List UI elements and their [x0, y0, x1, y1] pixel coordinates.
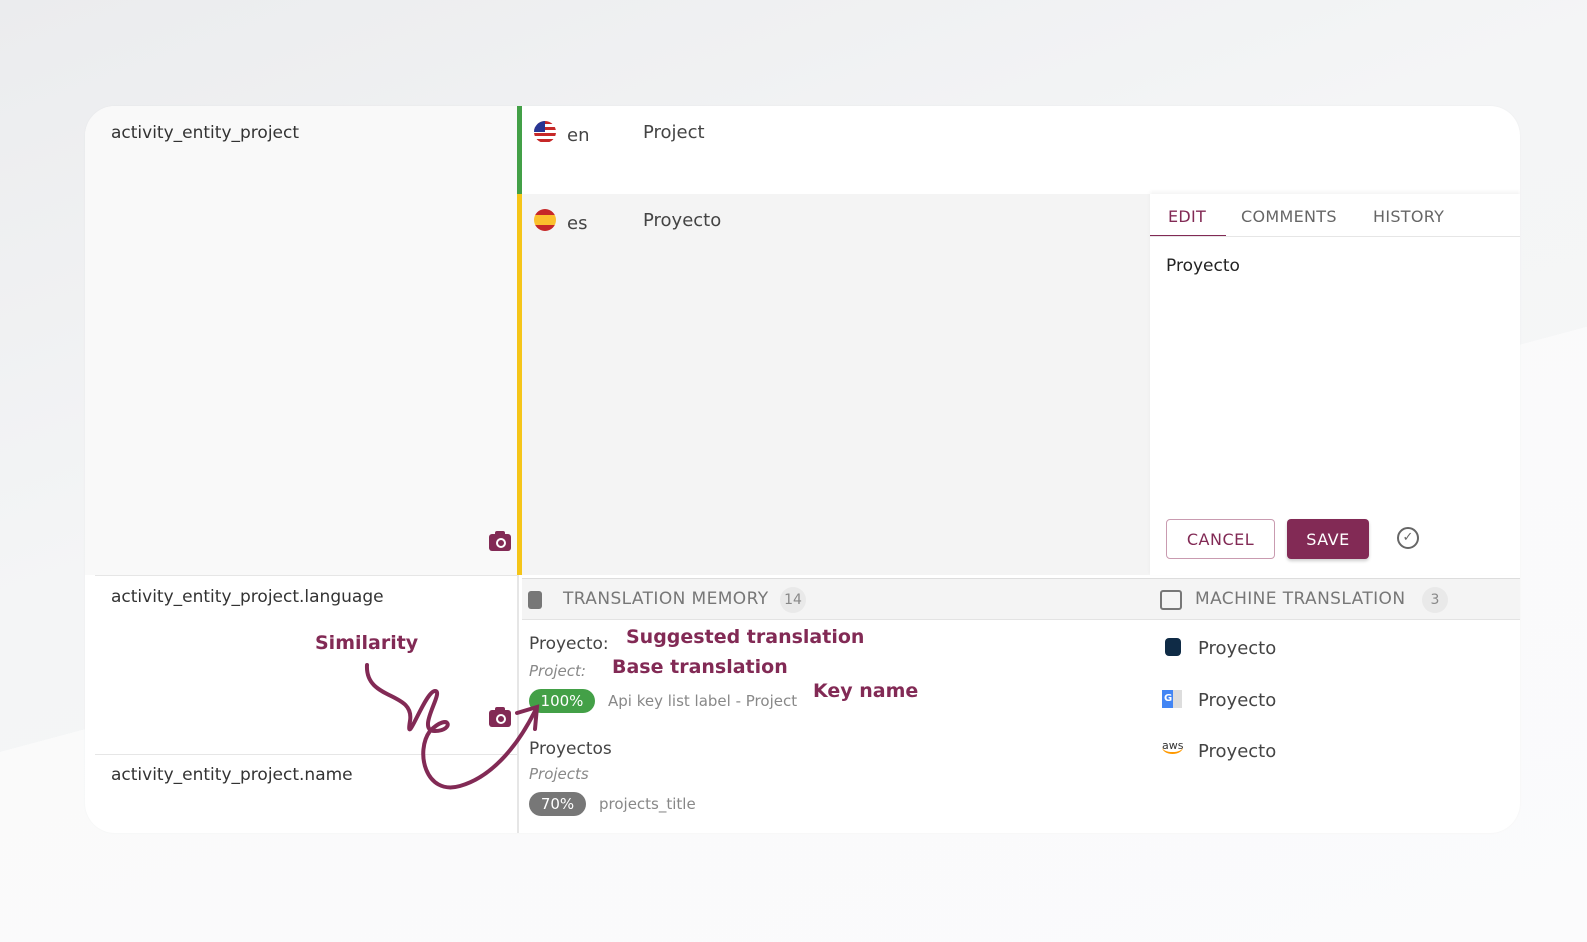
tab-comments[interactable]: COMMENTS	[1241, 207, 1337, 226]
mt-suggestion[interactable]: Proyecto	[1198, 741, 1277, 762]
annotation-base: Base translation	[612, 656, 788, 678]
editor-panel: EDIT COMMENTS HISTORY Proyecto CANCEL SA…	[1150, 194, 1520, 575]
key-name[interactable]: activity_entity_project.language	[111, 587, 384, 607]
tm-title: TRANSLATION MEMORY	[563, 589, 769, 609]
screenshot-camera-icon[interactable]	[489, 707, 511, 727]
tm-key-name: Api key list label - Project	[608, 692, 798, 710]
row-divider	[95, 575, 517, 576]
row-divider	[95, 754, 517, 755]
us-flag-icon	[534, 121, 556, 143]
tm-left-edge	[517, 575, 519, 833]
screenshot-camera-icon[interactable]	[489, 531, 511, 551]
tabs-divider	[1150, 236, 1520, 237]
tab-edit[interactable]: EDIT	[1168, 207, 1207, 226]
mt-suggestion[interactable]: Proyecto	[1198, 638, 1277, 659]
mt-title: MACHINE TRANSLATION	[1195, 589, 1406, 609]
annotation-key: Key name	[813, 680, 919, 702]
mt-count: 3	[1422, 587, 1448, 613]
translation-editor-input[interactable]: Proyecto	[1166, 256, 1240, 276]
similarity-badge: 100%	[529, 689, 595, 713]
tm-suggested[interactable]: Proyectos	[529, 739, 612, 759]
tm-key-name: projects_title	[599, 795, 696, 813]
tm-base: Project:	[529, 662, 586, 680]
deepl-icon	[1165, 638, 1181, 656]
aws-icon: aws	[1162, 739, 1184, 754]
es-flag-icon	[534, 209, 556, 231]
base-text: Project	[643, 122, 705, 143]
target-language-row[interactable]: es Proyecto	[517, 194, 1150, 575]
tm-base: Projects	[529, 765, 589, 783]
tm-count: 14	[780, 587, 806, 613]
save-button[interactable]: SAVE	[1287, 519, 1369, 559]
annotation-arrow	[364, 663, 540, 790]
annotation-suggested: Suggested translation	[626, 626, 865, 648]
key-name[interactable]: activity_entity_project	[111, 123, 300, 143]
cancel-button[interactable]: CANCEL	[1166, 519, 1275, 559]
panel-header-bar	[522, 578, 1520, 620]
mt-suggestion[interactable]: Proyecto	[1198, 690, 1277, 711]
language-code: en	[567, 125, 590, 146]
translation-memory-icon	[528, 591, 542, 609]
translation-card: activity_entity_project activity_entity_…	[85, 106, 1520, 833]
google-translate-icon: G	[1162, 690, 1182, 708]
annotation-similarity: Similarity	[315, 632, 419, 654]
key-column-top	[85, 106, 517, 575]
similarity-badge: 70%	[529, 792, 586, 816]
base-language-row[interactable]: en Project	[517, 106, 1520, 194]
machine-translation-icon	[1160, 590, 1182, 610]
tm-suggested[interactable]: Proyecto:	[529, 634, 609, 654]
check-circle-icon[interactable]: ✓	[1397, 527, 1419, 549]
target-text: Proyecto	[643, 210, 722, 231]
key-name[interactable]: activity_entity_project.name	[111, 765, 353, 785]
tab-history[interactable]: HISTORY	[1373, 207, 1445, 226]
language-code: es	[567, 213, 588, 234]
